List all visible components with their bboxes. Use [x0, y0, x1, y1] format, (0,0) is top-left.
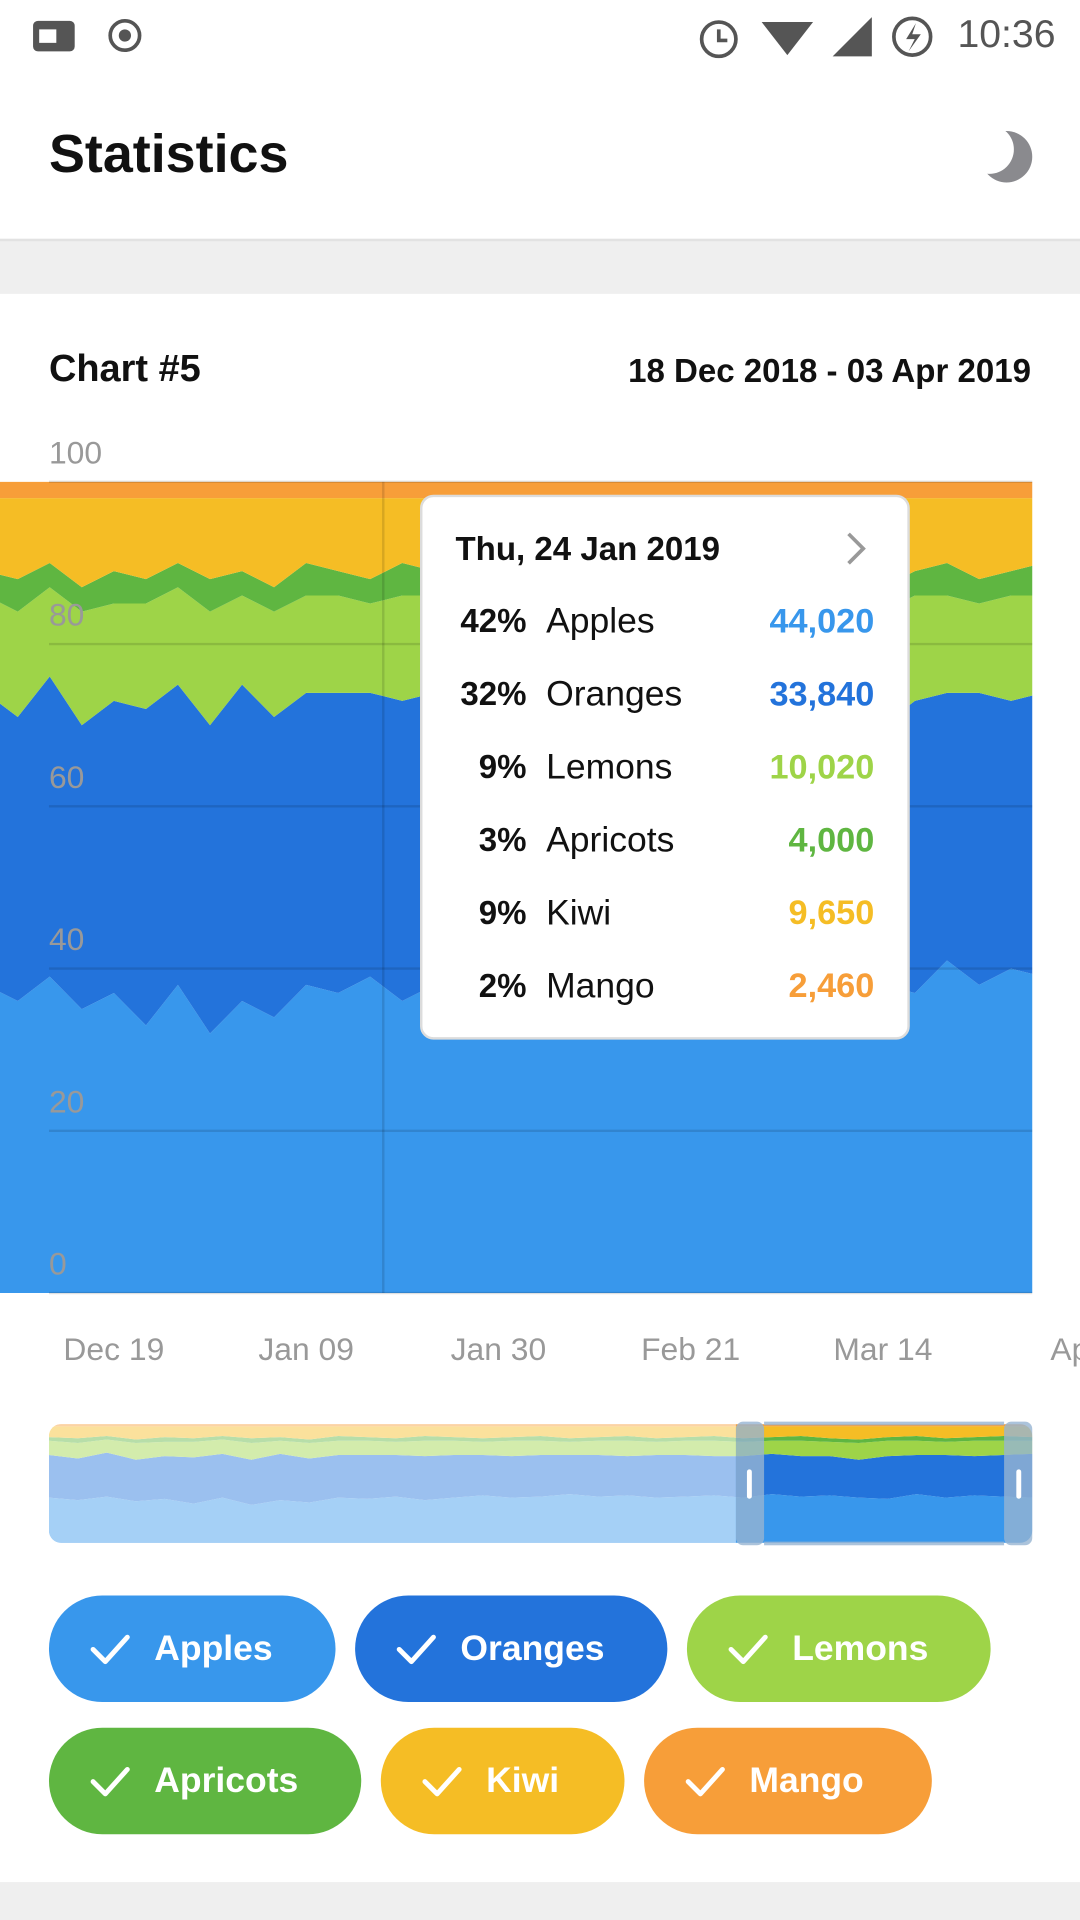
tooltip-percent: 3%	[479, 822, 527, 859]
tooltip-series-name: Apricots	[546, 820, 674, 860]
chip-label: Lemons	[792, 1628, 928, 1668]
navigator-window-top	[764, 1421, 1005, 1426]
filter-chip[interactable]: Apples	[48, 1595, 336, 1703]
screen-title: Statistics	[49, 124, 288, 184]
chip-check	[728, 1634, 768, 1665]
tooltip-value: 10,020	[769, 748, 874, 786]
x-tick-label: Apr	[1050, 1331, 1080, 1367]
tooltip[interactable]: Thu, 24 Jan 2019 42% Apples 44,020 32% Orang…	[420, 494, 910, 1040]
tooltip-value: 33,840	[769, 675, 874, 713]
chip-check	[90, 1766, 130, 1797]
area-band	[0, 960, 1033, 1294]
status-icons	[33, 16, 933, 59]
filter-chip[interactable]: Oranges	[355, 1595, 668, 1703]
y-tick-label: 40	[49, 921, 84, 957]
filter-chips: Apples Oranges Lemons Apricots Kiwi Mango	[48, 1595, 991, 1835]
tooltip-percent: 42%	[460, 603, 526, 640]
tooltip-series-name: Lemons	[546, 747, 672, 787]
tooltip-percent: 32%	[460, 676, 526, 713]
y-tick-label: 60	[49, 759, 84, 795]
chart-title: Chart #5	[49, 348, 201, 390]
chip-label: Apricots	[154, 1760, 298, 1800]
chip-background	[644, 1727, 932, 1835]
chip-background	[686, 1595, 991, 1703]
date-range: 18 Dec 2018 - 03 Apr 2019	[628, 353, 1031, 390]
y-tick-label: 100	[49, 434, 102, 470]
handle-grip	[1016, 1469, 1022, 1499]
app-bar	[0, 0, 1080, 239]
navigator[interactable]	[48, 1421, 1033, 1546]
x-tick-label: Dec 19	[63, 1331, 164, 1367]
chip-background	[380, 1727, 625, 1835]
chip-check	[396, 1634, 436, 1665]
chip-label: Kiwi	[486, 1760, 559, 1800]
navigator-chart	[48, 1424, 1033, 1543]
y-tick-label: 0	[49, 1246, 67, 1282]
tooltip-percent: 9%	[479, 749, 527, 786]
navigator-window-bottom	[764, 1541, 1005, 1546]
navigator-dim	[48, 1424, 736, 1543]
chip-label: Mango	[749, 1760, 863, 1800]
app-bar-shadow	[0, 238, 1080, 242]
chip-label: Apples	[154, 1628, 272, 1668]
x-tick-label: Feb 21	[641, 1331, 740, 1367]
clock: 10:36	[957, 13, 1055, 56]
tooltip-series-name: Kiwi	[546, 893, 611, 933]
tooltip-date: Thu, 24 Jan 2019	[456, 531, 721, 568]
y-tick-label: 20	[49, 1083, 84, 1119]
tooltip-series-name: Apples	[546, 601, 655, 641]
chip-check	[422, 1766, 462, 1797]
filter-chip[interactable]: Apricots	[48, 1727, 362, 1835]
chip-label: Oranges	[460, 1628, 604, 1668]
x-tick-label: Jan 30	[451, 1331, 547, 1367]
chip-background	[48, 1595, 336, 1703]
x-tick-label: Mar 14	[833, 1331, 932, 1367]
tooltip-series-name: Mango	[546, 966, 655, 1006]
tooltip-percent: 2%	[479, 968, 527, 1005]
handle-grip	[746, 1469, 752, 1499]
area-band	[0, 481, 1033, 499]
chip-background	[48, 1727, 362, 1835]
tooltip-chevron	[847, 532, 866, 565]
tooltip-series-name: Oranges	[546, 674, 682, 714]
tooltip-box	[420, 494, 910, 1040]
filter-chip[interactable]: Lemons	[686, 1595, 991, 1703]
y-tick-label: 80	[49, 597, 84, 633]
night-mode-button[interactable]	[964, 124, 1033, 183]
tooltip-percent: 9%	[479, 895, 527, 932]
tooltip-value: 9,650	[789, 894, 875, 932]
tooltip-value: 2,460	[789, 967, 875, 1005]
chip-background	[355, 1595, 668, 1703]
chip-check	[90, 1634, 130, 1665]
x-tick-label: Jan 09	[258, 1331, 354, 1367]
filter-chip[interactable]: Kiwi	[380, 1727, 625, 1835]
tooltip-value: 4,000	[789, 821, 875, 859]
chip-check	[685, 1766, 725, 1797]
filter-chip[interactable]: Mango	[644, 1727, 932, 1835]
tooltip-value: 44,020	[769, 602, 874, 640]
